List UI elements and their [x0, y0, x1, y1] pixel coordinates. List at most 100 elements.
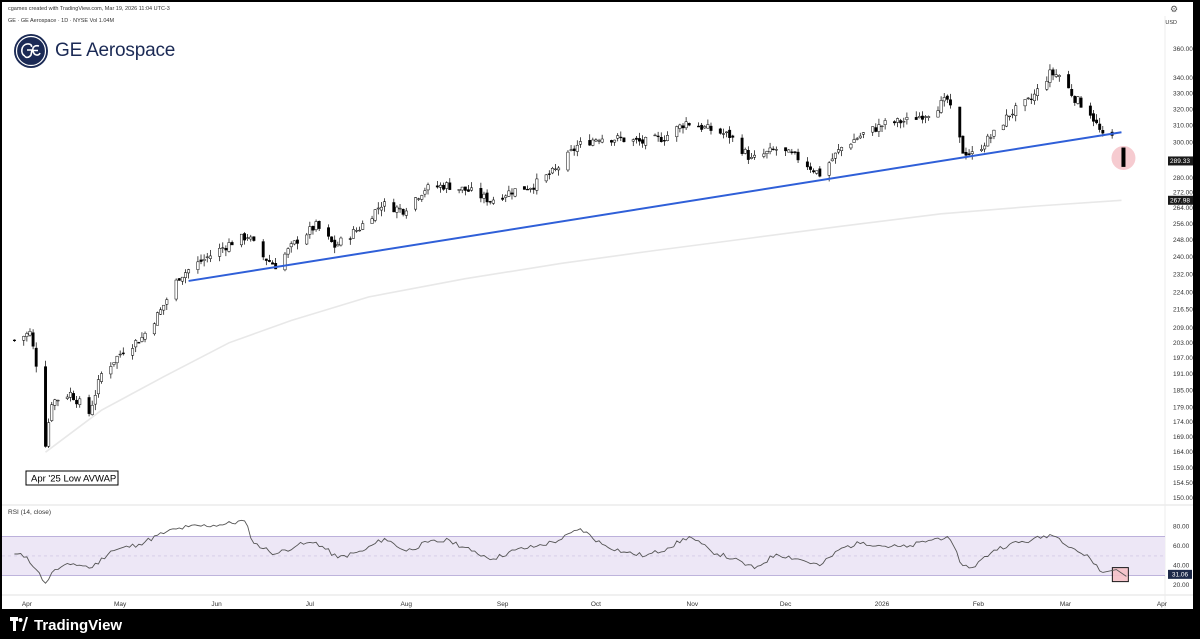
time-tick-label: Sep — [497, 601, 509, 608]
candle — [544, 174, 548, 183]
candle — [874, 123, 878, 133]
candle — [880, 125, 884, 133]
candle — [1098, 117, 1102, 133]
candle — [939, 96, 943, 114]
price-tick-label: 256.00 — [1173, 221, 1193, 228]
candle — [283, 251, 287, 272]
candle — [678, 123, 682, 133]
candle — [681, 123, 685, 134]
candle — [504, 194, 508, 203]
candle — [109, 362, 113, 379]
candle — [230, 240, 234, 246]
candle — [442, 182, 446, 191]
candle — [31, 329, 35, 350]
avwap-annotation-box — [25, 470, 119, 486]
candle — [370, 215, 374, 224]
candle — [445, 181, 449, 194]
candle — [311, 225, 315, 235]
tradingview-logo[interactable]: TradingView — [10, 617, 122, 634]
candle — [264, 258, 268, 266]
price-tick-label: 209.00 — [1173, 325, 1193, 332]
candle — [1026, 97, 1030, 100]
candle — [351, 226, 355, 239]
candle — [137, 341, 141, 344]
footer-bar: TradingView — [0, 609, 1200, 639]
price-tick-label: 197.00 — [1173, 355, 1193, 362]
last-price-badge — [1168, 156, 1193, 166]
candle — [914, 111, 918, 120]
candle — [638, 132, 641, 146]
candle — [426, 182, 430, 195]
candle — [439, 182, 442, 193]
time-tick-label: May — [114, 601, 127, 608]
candle — [849, 143, 853, 151]
candle — [557, 166, 561, 176]
candle — [330, 236, 334, 243]
currency-label: USD — [1165, 20, 1177, 26]
candle — [510, 188, 514, 200]
price-tick-label: 280.00 — [1173, 175, 1193, 182]
candle — [180, 276, 184, 285]
candle — [295, 236, 299, 250]
candle — [740, 134, 744, 156]
candle — [224, 245, 228, 257]
candle — [600, 134, 604, 144]
candle — [417, 197, 421, 202]
candle — [12, 339, 16, 342]
candle — [709, 122, 713, 135]
last-candle — [1121, 147, 1126, 167]
candle — [488, 200, 492, 205]
time-axis[interactable]: Apr May Jun Jul Aug Sep Oct Nov Dec 2026 Feb Mar Apr — [22, 601, 1168, 608]
candle — [945, 94, 949, 104]
settings-icon[interactable]: ⚙ — [1169, 4, 1179, 14]
candle — [1023, 99, 1027, 112]
candle — [221, 242, 225, 253]
candle — [924, 115, 928, 124]
candle — [790, 148, 794, 155]
price-tick-label: 264.00 — [1173, 205, 1193, 212]
candle — [948, 93, 952, 109]
price-axis[interactable]: 150.00 154.50 159.00 164.00 169.00 174.00 179.… — [1173, 46, 1193, 502]
candle — [631, 138, 635, 147]
symbol-info: GE · GE Aerospace · 1D · NYSE Vol 1.04M — [8, 18, 115, 24]
candle — [435, 180, 439, 189]
candle — [522, 186, 526, 190]
candle — [812, 168, 816, 174]
candle — [1045, 76, 1049, 91]
candle — [644, 136, 648, 150]
candle — [1073, 95, 1077, 106]
candle — [513, 188, 517, 198]
candle — [47, 418, 51, 448]
time-tick-label: Mar — [1060, 601, 1072, 608]
candle — [967, 149, 971, 157]
time-tick-label: Jun — [211, 601, 222, 608]
candle — [1029, 93, 1033, 105]
candle — [986, 133, 990, 147]
candle — [68, 387, 72, 402]
rsi-last-value: 31.06 — [1172, 571, 1189, 578]
ge-logo-icon — [14, 34, 48, 68]
candle — [917, 112, 921, 119]
price-tick-label: 191.00 — [1173, 371, 1193, 378]
candle — [376, 202, 380, 215]
candle — [532, 183, 536, 194]
candle — [358, 226, 362, 232]
candle — [121, 347, 125, 356]
price-tick-label: 330.00 — [1173, 90, 1193, 97]
candle — [1092, 109, 1095, 127]
candle — [656, 131, 660, 142]
candle — [249, 234, 253, 242]
candle — [355, 227, 358, 233]
price-chart[interactable]: RSI (14, close) 20.00 40.00 60.00 80.00 31.… — [2, 2, 1193, 609]
candle — [675, 125, 679, 142]
candle — [482, 191, 486, 204]
candle — [317, 220, 321, 232]
price-tick-label: 216.50 — [1173, 307, 1193, 314]
candle — [392, 198, 396, 213]
candle — [622, 137, 626, 143]
candle — [942, 93, 946, 107]
support-trendline[interactable] — [188, 131, 1122, 282]
price-tick-label: 150.00 — [1173, 495, 1193, 502]
candle — [684, 117, 688, 131]
candle — [899, 118, 903, 129]
